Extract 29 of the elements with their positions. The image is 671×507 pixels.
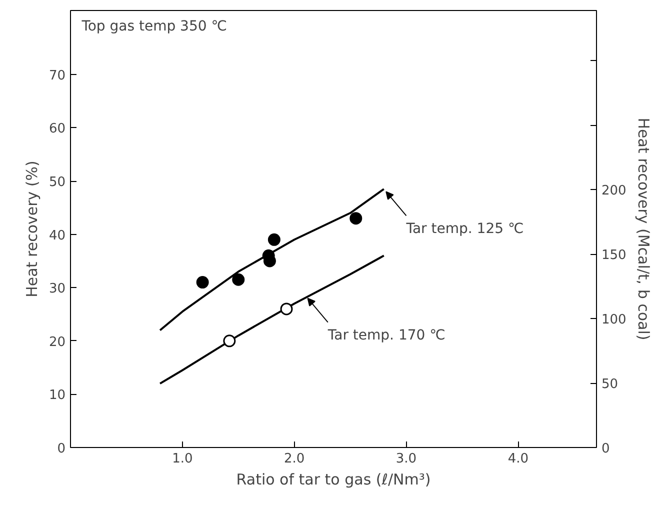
y-tick-label: 10 (48, 388, 66, 404)
x-tick-label: 3.0 (396, 452, 417, 466)
y-tick-label: 50 (48, 175, 66, 190)
y-axis-title: Heat recovery (%) (22, 160, 41, 298)
point (350, 212, 362, 225)
point (268, 233, 280, 246)
x-tick-label: 4.0 (508, 452, 529, 466)
annotation: Tar temp. 125 ℃ (405, 221, 524, 238)
point (232, 273, 245, 286)
y2-tick-label: 200 (602, 184, 626, 199)
x-axis-title: Ratio of tar to gas (ℓ/Nm³) (236, 470, 431, 488)
point (223, 334, 236, 348)
y-tick-label: 60 (48, 122, 66, 137)
y2-tick-label: 50 (602, 377, 618, 392)
annotation: Top gas temp 350 ℃ (80, 18, 227, 34)
x-tick-label: 2.0 (284, 452, 305, 466)
y-tick-label: 70 (48, 68, 66, 84)
x-tick-label: 1.0 (172, 452, 193, 466)
y2-tick-label: 100 (602, 312, 626, 328)
y2-tick-label: 150 (602, 248, 626, 264)
y-tick-label: 0 (57, 442, 66, 456)
y-tick-label: 40 (48, 228, 66, 244)
point (196, 276, 209, 289)
y-tick-label: 20 (48, 334, 66, 350)
y2-axis-title: Heat recovery (Mcal/t, b coal) (634, 118, 652, 340)
point (280, 302, 293, 316)
y2-tick-label: 0 (602, 442, 610, 456)
y-tick-label: 30 (48, 282, 66, 297)
annotation: Tar temp. 170 ℃ (326, 328, 446, 344)
